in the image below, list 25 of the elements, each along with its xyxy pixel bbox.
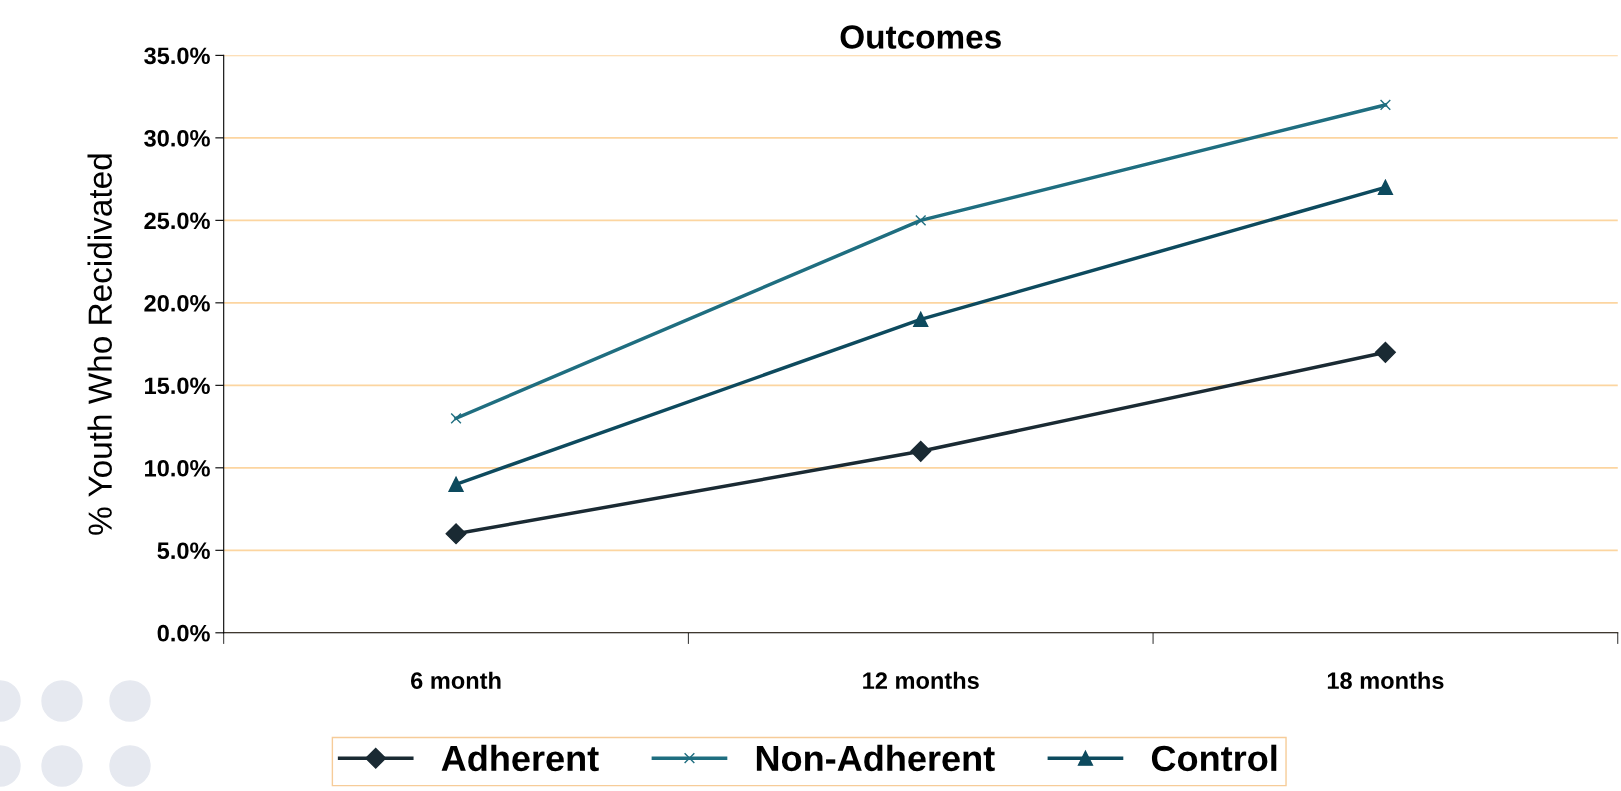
point xyxy=(915,214,927,226)
x-tick-label: 6 month xyxy=(411,671,501,690)
x-tick-label: 18 months xyxy=(1327,671,1444,690)
legend-label: Adherent xyxy=(441,744,599,772)
point xyxy=(910,440,932,462)
y-tick-label: 15.0% xyxy=(145,377,210,395)
chart-title: Outcomes xyxy=(840,25,1001,49)
y-tick-label: 35.0% xyxy=(144,47,210,65)
point xyxy=(1377,179,1394,195)
legend-label: Control xyxy=(1151,744,1277,772)
y-tick-label: 0.0% xyxy=(157,624,210,642)
x-tick-label: 12 months xyxy=(863,671,979,690)
point xyxy=(1374,341,1396,363)
point xyxy=(450,412,462,424)
point xyxy=(445,523,467,545)
point xyxy=(913,311,929,327)
y-tick-label: 30.0% xyxy=(144,129,210,147)
point xyxy=(1379,99,1391,111)
point xyxy=(448,476,464,492)
y-tick-label: 20.0% xyxy=(144,294,210,312)
legend-label: Non-Adherent xyxy=(756,744,995,772)
y-tick-label: 10.0% xyxy=(145,459,210,477)
y-tick-label: 25.0% xyxy=(144,212,210,230)
y-tick-label: 5.0% xyxy=(157,542,210,560)
y-axis-title: % Youth Who Recidivated xyxy=(87,154,112,535)
